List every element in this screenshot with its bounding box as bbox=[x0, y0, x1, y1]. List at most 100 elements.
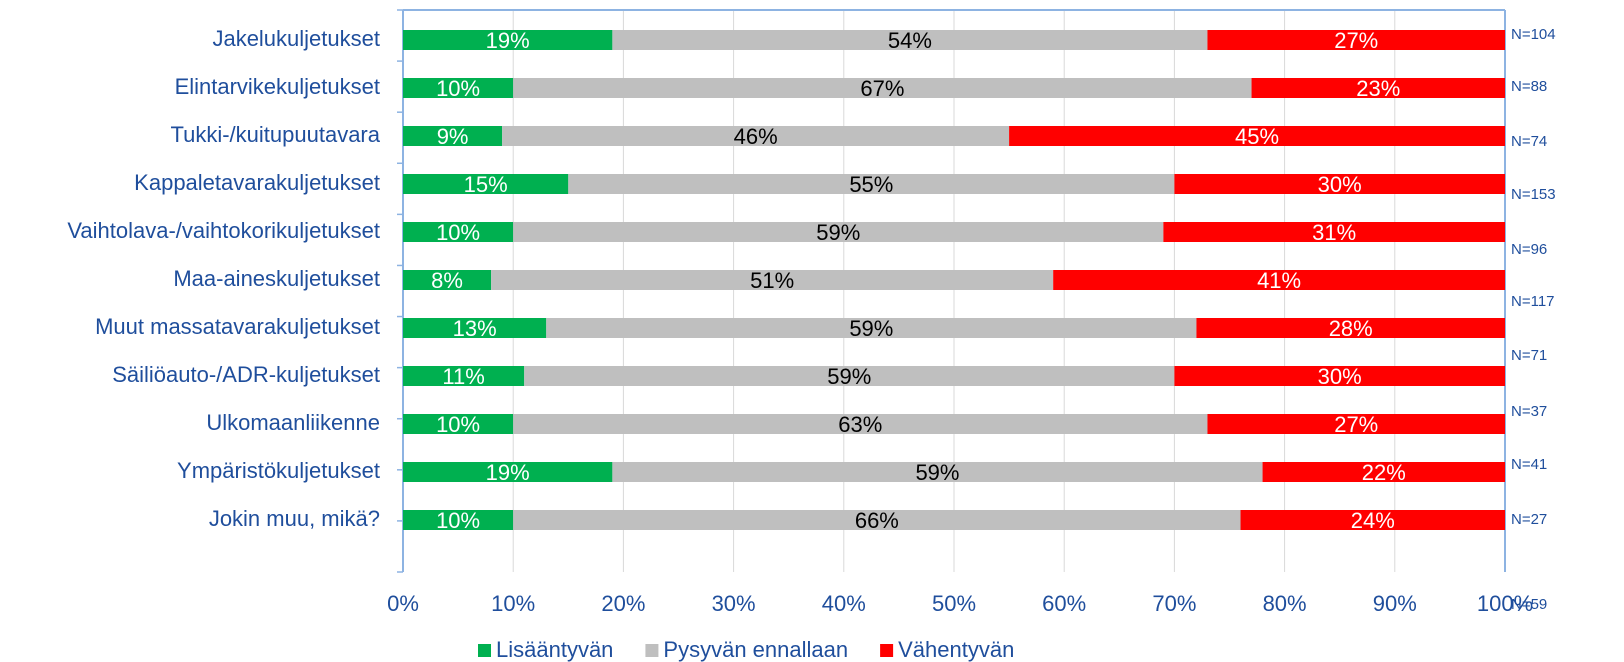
legend-swatch bbox=[478, 644, 491, 657]
bar-segment bbox=[546, 318, 1197, 338]
annotation: N=74 bbox=[1511, 133, 1547, 150]
bar-segment bbox=[568, 174, 1175, 194]
annotation: N=71 bbox=[1511, 347, 1547, 364]
annotation: N=104 bbox=[1511, 26, 1556, 43]
bar-segment bbox=[403, 270, 492, 290]
data-label: 10% bbox=[436, 508, 480, 533]
legend-swatch bbox=[880, 644, 894, 657]
data-label: 10% bbox=[436, 76, 480, 101]
annotation: N=41 bbox=[1511, 456, 1547, 473]
bar-segment bbox=[403, 510, 514, 530]
bar-segment bbox=[612, 462, 1263, 482]
bar-segment bbox=[403, 366, 525, 386]
data-label: 22% bbox=[1362, 460, 1406, 485]
legend-label: Vähentyvän bbox=[898, 637, 1014, 662]
bar-segment bbox=[1207, 30, 1505, 50]
data-label: 67% bbox=[860, 76, 904, 101]
data-label: 41% bbox=[1257, 268, 1301, 293]
data-label: 55% bbox=[849, 172, 893, 197]
data-label: 10% bbox=[436, 220, 480, 245]
x-tick-label: 80% bbox=[1263, 591, 1307, 616]
x-tick-label: 10% bbox=[491, 591, 535, 616]
y-tick-label: Säiliöauto-/ADR-kuljetukset bbox=[112, 362, 380, 387]
legend-label: Lisääntyvän bbox=[496, 637, 613, 662]
x-tick-label: 100% bbox=[1477, 591, 1533, 616]
x-tick-label: 70% bbox=[1152, 591, 1196, 616]
y-tick-label: Elintarvikekuljetukset bbox=[175, 74, 380, 99]
y-tick-label: Tukki-/kuitupuutavara bbox=[170, 122, 380, 147]
bar-segment bbox=[502, 126, 1010, 146]
bar-segment bbox=[612, 30, 1208, 50]
data-label: 23% bbox=[1356, 76, 1400, 101]
data-label: 24% bbox=[1351, 508, 1395, 533]
x-tick-label: 20% bbox=[601, 591, 645, 616]
x-tick-label: 60% bbox=[1042, 591, 1086, 616]
data-label: 46% bbox=[734, 124, 778, 149]
y-tick-label: Vaihtolava-/vaihtokorikuljetukset bbox=[67, 218, 380, 243]
bar-segment bbox=[1240, 510, 1505, 530]
data-label: 30% bbox=[1318, 172, 1362, 197]
data-label: 66% bbox=[855, 508, 899, 533]
data-label: 27% bbox=[1334, 28, 1378, 53]
y-tick-label: Jokin muu, mikä? bbox=[209, 506, 380, 531]
bar-segment bbox=[513, 414, 1208, 434]
data-label: 15% bbox=[464, 172, 508, 197]
y-tick-label: Ympäristökuljetukset bbox=[177, 458, 380, 483]
bar-segment bbox=[491, 270, 1054, 290]
data-label: 10% bbox=[436, 412, 480, 437]
bar-segment bbox=[524, 366, 1175, 386]
x-tick-label: 30% bbox=[712, 591, 756, 616]
bar-segment bbox=[403, 78, 514, 98]
data-label: 9% bbox=[437, 124, 469, 149]
bar-segment bbox=[403, 174, 569, 194]
annotation: N=88 bbox=[1511, 78, 1547, 95]
bar-segment bbox=[513, 510, 1241, 530]
data-label: 51% bbox=[750, 268, 794, 293]
annotation: N=153 bbox=[1511, 186, 1556, 203]
legend-label: Pysyvän ennallaan bbox=[663, 637, 848, 662]
data-label: 19% bbox=[486, 28, 530, 53]
annotation: N=59 bbox=[1511, 596, 1547, 613]
bar-segment bbox=[513, 222, 1164, 242]
x-tick-label: 40% bbox=[822, 591, 866, 616]
data-label: 11% bbox=[442, 364, 484, 389]
bar-segment bbox=[403, 318, 547, 338]
y-tick-label: Ulkomaanliikenne bbox=[206, 410, 380, 435]
y-tick-label: Muut massatavarakuljetukset bbox=[95, 314, 380, 339]
data-label: 8% bbox=[431, 268, 463, 293]
annotation: N=37 bbox=[1511, 403, 1547, 420]
bar-segment bbox=[1262, 462, 1505, 482]
bar-segment bbox=[403, 414, 514, 434]
data-label: 27% bbox=[1334, 412, 1378, 437]
bar-segment bbox=[1053, 270, 1505, 290]
data-label: 59% bbox=[827, 364, 871, 389]
x-tick-label: 0% bbox=[387, 591, 419, 616]
bar-segment bbox=[1251, 78, 1505, 98]
annotation: N=27 bbox=[1511, 511, 1547, 528]
data-label: 31% bbox=[1312, 220, 1356, 245]
data-label: 30% bbox=[1318, 364, 1362, 389]
annotation: N=117 bbox=[1511, 293, 1555, 310]
data-label: 63% bbox=[838, 412, 882, 437]
y-tick-label: Jakelukuljetukset bbox=[212, 26, 380, 51]
bar-segment bbox=[1174, 366, 1505, 386]
bar-segment bbox=[1174, 174, 1505, 194]
annotation: N=96 bbox=[1511, 241, 1547, 258]
y-tick-label: Maa-aineskuljetukset bbox=[173, 266, 380, 291]
legend-swatch bbox=[645, 644, 659, 657]
bar-segment bbox=[1196, 318, 1505, 338]
bar-segment bbox=[1207, 414, 1505, 434]
data-label: 28% bbox=[1329, 316, 1373, 341]
bar-segment bbox=[403, 462, 613, 482]
data-label: 59% bbox=[915, 460, 959, 485]
data-label: 59% bbox=[849, 316, 893, 341]
bar-segment bbox=[403, 126, 503, 146]
data-label: 19% bbox=[486, 460, 530, 485]
bar-segment bbox=[1009, 126, 1505, 146]
data-label: 54% bbox=[888, 28, 932, 53]
x-tick-label: 50% bbox=[932, 591, 976, 616]
y-tick-label: Kappaletavarakuljetukset bbox=[134, 170, 380, 195]
bar-segment bbox=[1163, 222, 1505, 242]
x-tick-label: 90% bbox=[1373, 591, 1417, 616]
